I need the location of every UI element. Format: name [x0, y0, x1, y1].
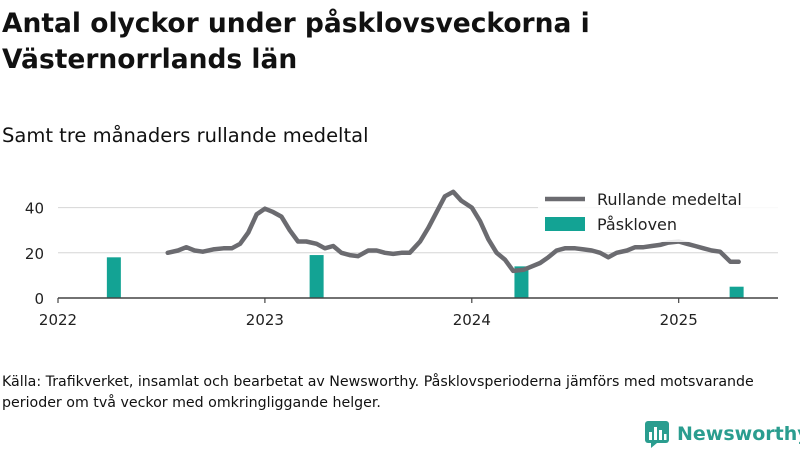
brand-name: Newsworthy [677, 423, 800, 445]
chart-title: Antal olyckor under påsklovsveckorna i V… [2, 8, 590, 75]
legend-label-paskloven: Påskloven [597, 215, 677, 234]
x-tick-label: 2025 [660, 311, 698, 329]
series-line-rullande-medeltal [165, 189, 741, 274]
legend-background [538, 186, 778, 242]
y-tick-label: 40 [25, 200, 44, 218]
x-tick-label: 2024 [453, 311, 491, 329]
y-tick-label: 0 [34, 290, 44, 308]
source-note: Källa: Trafikverket, insamlat och bearbe… [2, 374, 754, 411]
x-tick-label: 2023 [246, 311, 284, 329]
x-tick-label: 2022 [39, 311, 77, 329]
bar-paskloven [106, 257, 121, 298]
bar-paskloven [514, 266, 529, 298]
legend-label-rullande-medeltal: Rullande medeltal [597, 190, 742, 209]
legend-swatch-bar [545, 217, 585, 231]
y-tick-label: 20 [25, 245, 44, 263]
chart-subtitle: Samt tre månaders rullande medeltal [2, 124, 369, 147]
newsworthy-logo: Newsworthy [644, 420, 800, 448]
bar-paskloven [729, 286, 744, 298]
bar-paskloven [309, 255, 324, 298]
newsworthy-logo-icon [645, 421, 669, 448]
